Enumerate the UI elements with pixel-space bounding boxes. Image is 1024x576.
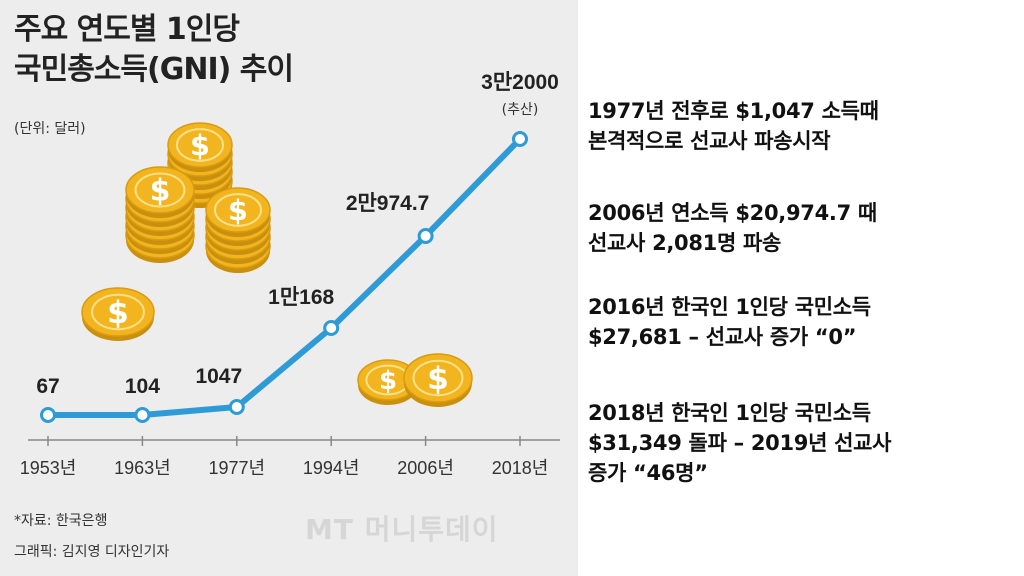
coin-icon: $ [81,287,155,341]
coin-icon: $ [167,122,233,172]
coin-icon: $ [357,359,419,405]
data-annotation: (추산) [502,102,539,118]
x-tick-label: 2018년 [492,458,549,478]
note-1977: 1977년 전후로 $1,047 소득때 본격적으로 선교사 파송시작 [588,99,879,153]
note-2018: 2018년 한국인 1인당 국민소득 $31,349 돌파 – 2019년 선교… [588,401,892,485]
data-point [512,131,528,147]
x-tick-label: 1953년 [20,458,77,478]
data-label: 67 [36,375,59,398]
svg-text:$: $ [190,128,210,162]
x-tick-label: 2006년 [397,458,454,478]
watermark-logo: MT 머니투데이 [305,513,499,546]
data-point [323,320,340,336]
svg-text:$: $ [379,366,397,396]
data-label: 104 [125,375,160,398]
coin-icon: $ [403,353,473,407]
chart-credit: 그래픽: 김지영 디자인기자 [14,544,170,560]
data-label: 2만974.7 [346,192,430,215]
chart-unit: (단위: 달러) [14,121,86,137]
chart-marks: 1953년 67 1963년 104 1977년 1047 1994년 1만168 2006년 2… [20,71,560,478]
svg-text:$: $ [150,173,171,208]
chart-panel: 주요 연도별 1인당 국민총소득(GNI) 추이 (단위: 달러) $ $ $ $ $ $… [0,0,578,576]
chart-source: *자료: 한국은행 [14,513,108,529]
svg-text:$: $ [107,295,129,331]
chart-title: 주요 연도별 1인당 국민총소득(GNI) 추이 [14,12,294,87]
gni-series-line [45,136,523,418]
svg-text:$: $ [228,193,248,227]
coin-stack-icon: $$$$$$$$$$$$$$$$$$$ [81,122,473,407]
data-point [228,399,245,415]
data-point [134,407,151,423]
coin-icon: $ [205,187,271,237]
data-label: 3만2000 [481,71,559,94]
x-tick-label: 1994년 [303,458,360,478]
data-point [40,407,56,423]
gni-line-chart: $$$$$$$$$$$$$$$$$$$ 1953년671963년1041977년… [20,71,560,478]
x-tick-label: 1977년 [208,458,265,478]
svg-text:$: $ [427,361,449,397]
data-point [417,228,434,244]
x-tick-label: 1963년 [114,458,171,478]
note-2006: 2006년 연소득 $20,974.7 때 선교사 2,081명 파송 [588,201,877,255]
data-label: 1만168 [268,286,334,309]
note-2016: 2016년 한국인 1인당 국민소득 $27,681 – 선교사 증가 “0” [588,295,871,349]
coin-icon: $ [125,166,195,218]
data-label: 1047 [195,365,242,388]
